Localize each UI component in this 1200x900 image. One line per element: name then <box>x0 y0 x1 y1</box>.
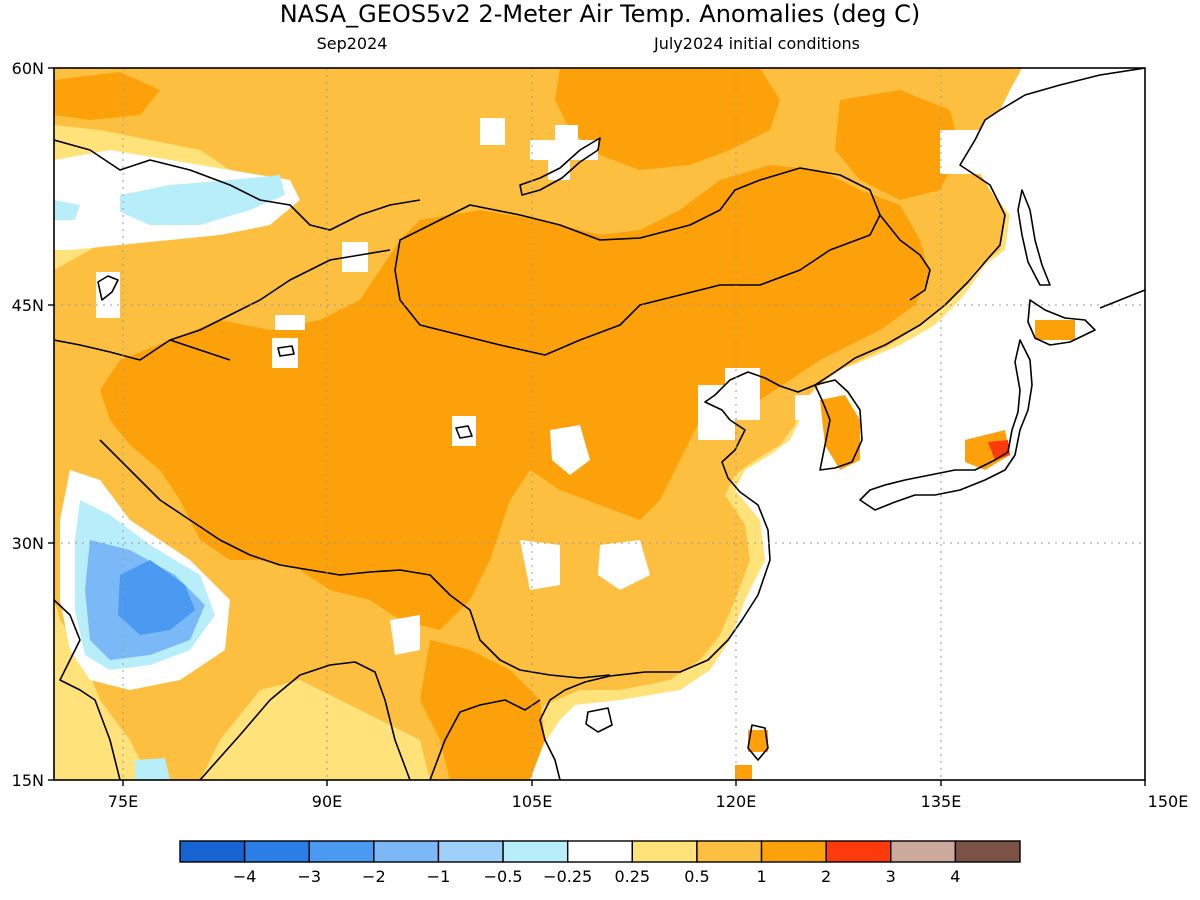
anomaly-1-2-indochina <box>420 640 545 780</box>
colorbar-swatch <box>631 840 698 863</box>
anomaly-1-2-far-east <box>835 90 960 200</box>
y-tick-label: 30N <box>12 534 44 553</box>
coastline-korea <box>814 379 863 471</box>
y-tick-label: 15N <box>12 771 44 790</box>
anomaly-1-2-japan <box>965 430 1010 470</box>
coastlines <box>54 68 1145 780</box>
anomaly-field <box>54 68 1075 780</box>
coastline-taiwan <box>747 724 769 761</box>
colorbar-label: −0.25 <box>543 867 592 886</box>
tick-marks <box>48 67 1146 786</box>
initial-conditions-label: July2024 initial conditions <box>653 34 860 53</box>
coastline-indochina <box>429 699 541 780</box>
coastline-hokkaido <box>1027 299 1096 346</box>
coastline-hainan <box>585 707 613 733</box>
lake-baikal <box>519 137 601 196</box>
colorbar-swatch <box>179 840 246 863</box>
colorbar-label: −0.5 <box>484 867 523 886</box>
colorbar-label: 1 <box>756 867 766 886</box>
border-mongolia <box>394 167 881 356</box>
colorbar-swatch <box>308 840 375 863</box>
colorbar-swatch <box>890 840 957 863</box>
border-russia-kazakh <box>54 139 421 231</box>
lake-issyk-kul <box>277 345 295 357</box>
coastline-india <box>54 599 121 780</box>
coastline-bay-of-bengal <box>199 661 411 780</box>
anomaly-1-2-northwest <box>54 72 160 120</box>
anomaly-1-2-luzon <box>735 765 752 780</box>
border-amur <box>879 214 931 301</box>
y-tick-label: 60N <box>12 59 44 78</box>
anomaly-neg-0.25-baikal-north <box>480 118 505 145</box>
anomaly-1-2-korea <box>820 395 860 470</box>
colorbar-label: −4 <box>233 867 257 886</box>
mask-cells-baikal <box>518 125 598 180</box>
anomaly-neg-0.5-south-india <box>135 758 170 780</box>
coastline-japan-honshu <box>859 339 1033 511</box>
border-central-asia <box>54 339 231 361</box>
anomaly-neg-0.5-west-edge <box>54 200 80 220</box>
anomaly-neg-0.25-south <box>520 540 560 590</box>
map-frame <box>53 67 1146 781</box>
anomaly-neg-0.25-myanmar <box>390 615 420 655</box>
coastline-sakhalin <box>1017 189 1051 286</box>
anomaly-neg-0.5-kazakhstan <box>120 175 285 225</box>
colorbar: −4 −3 −2 −1 −0.5 −0.25 0.25 0.5 1 2 3 4 <box>179 840 1021 886</box>
colorbar-swatch <box>373 840 440 863</box>
lake-qinghai <box>455 425 473 439</box>
colorbar-label: 3 <box>886 867 896 886</box>
anomaly-neg-0.25-sichuan <box>550 425 590 475</box>
x-tick-label: 105E <box>512 792 553 811</box>
anomaly-1-2-taiwan <box>748 730 768 752</box>
border-china-west <box>169 249 391 341</box>
colorbar-label: −2 <box>362 867 386 886</box>
anomaly-neg-0.25-yunnan <box>598 540 650 590</box>
map-panel: 75E 90E 105E 120E 135E 150E 60N 45N 30N … <box>12 59 1189 811</box>
x-tick-label: 150E <box>1148 792 1189 811</box>
colorbar-swatch <box>437 840 504 863</box>
anomaly-neg-0.25-dzungaria <box>275 315 305 330</box>
valid-month-label: Sep2024 <box>317 34 388 53</box>
colorbar-label: 0.5 <box>684 867 709 886</box>
mask-cell-qinghai <box>452 416 476 446</box>
border-himalaya <box>99 439 611 679</box>
colorbar-swatch <box>566 840 634 863</box>
lake-balkhash <box>97 275 119 301</box>
colorbar-swatch <box>825 840 892 863</box>
colorbar-label: −3 <box>297 867 321 886</box>
colorbar-swatch <box>696 840 763 863</box>
colorbar-label: 0.25 <box>614 867 650 886</box>
x-tick-label: 135E <box>921 792 962 811</box>
colorbar-swatch <box>760 840 827 863</box>
x-tick-label: 75E <box>108 792 138 811</box>
anomaly-1-2-hokkaido <box>1035 320 1075 340</box>
x-tick-label: 120E <box>716 792 757 811</box>
anomaly-1-2-siberia <box>555 68 780 170</box>
colorbar-swatch <box>243 840 310 863</box>
colorbar-label: −1 <box>427 867 451 886</box>
coastline-kamchatka-edge <box>1099 289 1145 309</box>
colorbar-swatch <box>954 840 1021 863</box>
y-tick-label: 45N <box>12 296 44 315</box>
colorbar-label: 2 <box>821 867 831 886</box>
axis-labels: 75E 90E 105E 120E 135E 150E 60N 45N 30N … <box>12 59 1189 811</box>
map-title: NASA_GEOS5v2 2-Meter Air Temp. Anomalies… <box>280 0 921 28</box>
anomaly-1-2-core <box>100 165 930 630</box>
coastline-east-asia <box>539 68 1145 780</box>
mask-cells-yellow-sea <box>795 395 815 420</box>
colorbar-swatch <box>502 840 569 863</box>
x-tick-label: 90E <box>312 792 342 811</box>
anomaly-neg-2-india <box>118 560 195 635</box>
mask-cells-bohai <box>698 368 760 440</box>
colorbar-label: 4 <box>950 867 960 886</box>
